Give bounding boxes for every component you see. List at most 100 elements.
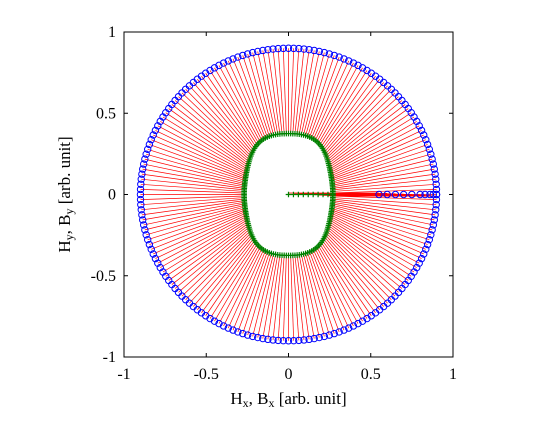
- applied-field-point: [305, 335, 313, 344]
- connecting-line: [162, 219, 248, 273]
- connecting-line: [329, 221, 412, 277]
- connecting-line: [252, 52, 274, 136]
- applied-field-point: [300, 45, 308, 53]
- applied-field-point: [138, 170, 146, 178]
- connecting-line: [332, 163, 434, 186]
- applied-field-point: [136, 190, 145, 199]
- connecting-line: [165, 112, 248, 168]
- response-point: [295, 191, 302, 198]
- connecting-line: [144, 204, 245, 231]
- connecting-line: [314, 248, 354, 327]
- applied-field-point: [315, 47, 323, 56]
- response-point: [305, 191, 312, 198]
- connecting-line: [189, 85, 252, 155]
- applied-field-point: [144, 235, 152, 244]
- connecting-line: [332, 198, 436, 211]
- applied-field-point: [432, 190, 441, 199]
- connecting-line: [267, 49, 281, 134]
- connecting-line: [157, 125, 247, 173]
- applied-field-point: [215, 319, 223, 328]
- connecting-line: [232, 58, 266, 139]
- connecting-line: [174, 226, 250, 289]
- connecting-line: [277, 48, 285, 134]
- connecting-line: [165, 221, 248, 277]
- connecting-line: [197, 238, 254, 310]
- connecting-line: [319, 244, 368, 319]
- applied-field-point: [137, 175, 145, 183]
- applied-field-point: [284, 44, 293, 52]
- connecting-line: [330, 130, 422, 175]
- applied-field-point: [432, 201, 440, 209]
- connecting-line: [329, 217, 417, 268]
- connecting-line: [292, 48, 300, 134]
- applied-field-point: [340, 55, 348, 63]
- applied-field-point: [431, 170, 439, 178]
- connecting-line: [319, 70, 368, 145]
- applied-field-point: [156, 117, 164, 126]
- applied-field-point: [430, 216, 438, 224]
- applied-field-point: [432, 175, 440, 183]
- connecting-line: [153, 134, 247, 177]
- applied-field-point: [416, 190, 424, 199]
- connecting-line: [294, 255, 305, 340]
- x-tick-label: 0.5: [361, 366, 381, 383]
- applied-field-point: [239, 51, 247, 60]
- applied-field-point: [345, 324, 353, 332]
- applied-field-point: [422, 136, 430, 144]
- connecting-line: [331, 206, 431, 236]
- connecting-line: [223, 248, 263, 327]
- connecting-line: [324, 82, 384, 153]
- applied-field-point: [310, 334, 318, 343]
- connecting-line: [332, 183, 437, 192]
- connecting-line: [307, 55, 335, 137]
- response-point: [285, 191, 292, 198]
- axes: [123, 31, 454, 358]
- connecting-line: [296, 49, 310, 134]
- connecting-line: [327, 226, 403, 289]
- applied-field-point: [141, 155, 149, 163]
- x-tick-label: -1: [117, 366, 130, 383]
- applied-field-point: [429, 190, 437, 199]
- connecting-line: [331, 153, 431, 183]
- applied-field-point: [420, 131, 428, 139]
- applied-field-point: [349, 322, 358, 330]
- applied-field-point: [391, 190, 400, 199]
- connecting-line: [329, 112, 412, 168]
- connecting-line: [328, 225, 406, 285]
- applied-field-point: [428, 226, 436, 234]
- applied-field-point: [349, 59, 358, 67]
- connecting-line: [142, 201, 245, 221]
- applied-field-point: [149, 250, 157, 258]
- applied-field-point: [269, 336, 277, 344]
- connecting-line: [331, 208, 430, 241]
- y-tick-label: 0: [108, 187, 116, 204]
- applied-field-point: [234, 53, 242, 61]
- applied-field-point: [136, 185, 145, 194]
- connecting-line: [218, 247, 261, 324]
- applied-field-point: [139, 216, 147, 224]
- connecting-line: [143, 163, 245, 186]
- connecting-line: [209, 70, 258, 145]
- connecting-line: [328, 108, 409, 166]
- connecting-line: [142, 168, 245, 188]
- applied-field-point: [254, 333, 262, 342]
- connecting-line: [214, 67, 259, 144]
- connecting-line: [153, 212, 247, 255]
- connecting-line: [141, 198, 245, 211]
- connecting-line: [331, 211, 426, 250]
- connecting-line: [282, 255, 287, 341]
- applied-field-point: [224, 324, 232, 332]
- connecting-line: [237, 251, 268, 333]
- connecting-line: [330, 212, 424, 255]
- applied-field-point: [219, 322, 228, 330]
- connecting-line: [290, 48, 295, 134]
- applied-field-point: [335, 328, 343, 336]
- connecting-line: [328, 223, 409, 281]
- applied-field-point: [289, 44, 298, 53]
- response-point: [325, 191, 331, 198]
- connecting-line: [141, 200, 245, 216]
- applied-field-point: [154, 122, 162, 130]
- applied-field-point: [243, 50, 252, 58]
- connecting-line: [140, 189, 245, 194]
- connecting-line: [320, 73, 372, 147]
